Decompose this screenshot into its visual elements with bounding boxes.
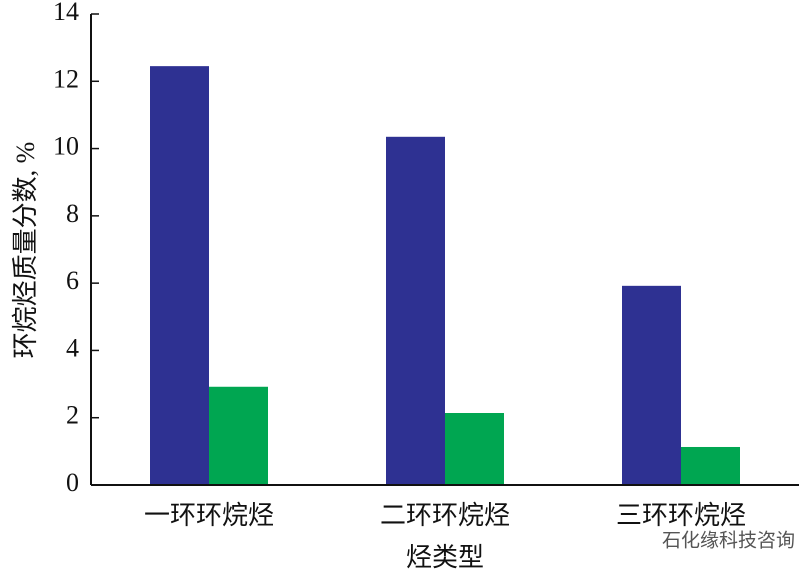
x-axis-label: 烃类型 — [406, 543, 484, 572]
y-tick-label: 8 — [66, 199, 79, 228]
y-tick-label: 14 — [53, 0, 79, 26]
x-tick-label: 二环环烷烃 — [380, 501, 510, 530]
y-axis-label: 环烷烃质量分数, % — [11, 142, 40, 359]
bar — [150, 66, 209, 486]
bar — [209, 386, 268, 485]
x-tick-label: 一环环烷烃 — [144, 501, 274, 530]
bar — [445, 413, 504, 485]
bar — [386, 136, 445, 485]
y-tick-label: 2 — [66, 401, 79, 430]
y-tick-label: 6 — [66, 266, 79, 295]
y-tick-label: 12 — [53, 64, 79, 93]
x-tick-label: 三环环烷烃 — [616, 501, 746, 530]
y-tick-label: 4 — [66, 333, 79, 362]
watermark: 石化缘科技咨询 — [662, 530, 795, 552]
y-tick-label: 10 — [53, 132, 79, 161]
bar — [681, 446, 740, 485]
bar — [622, 285, 681, 485]
y-tick-label: 0 — [66, 468, 79, 497]
